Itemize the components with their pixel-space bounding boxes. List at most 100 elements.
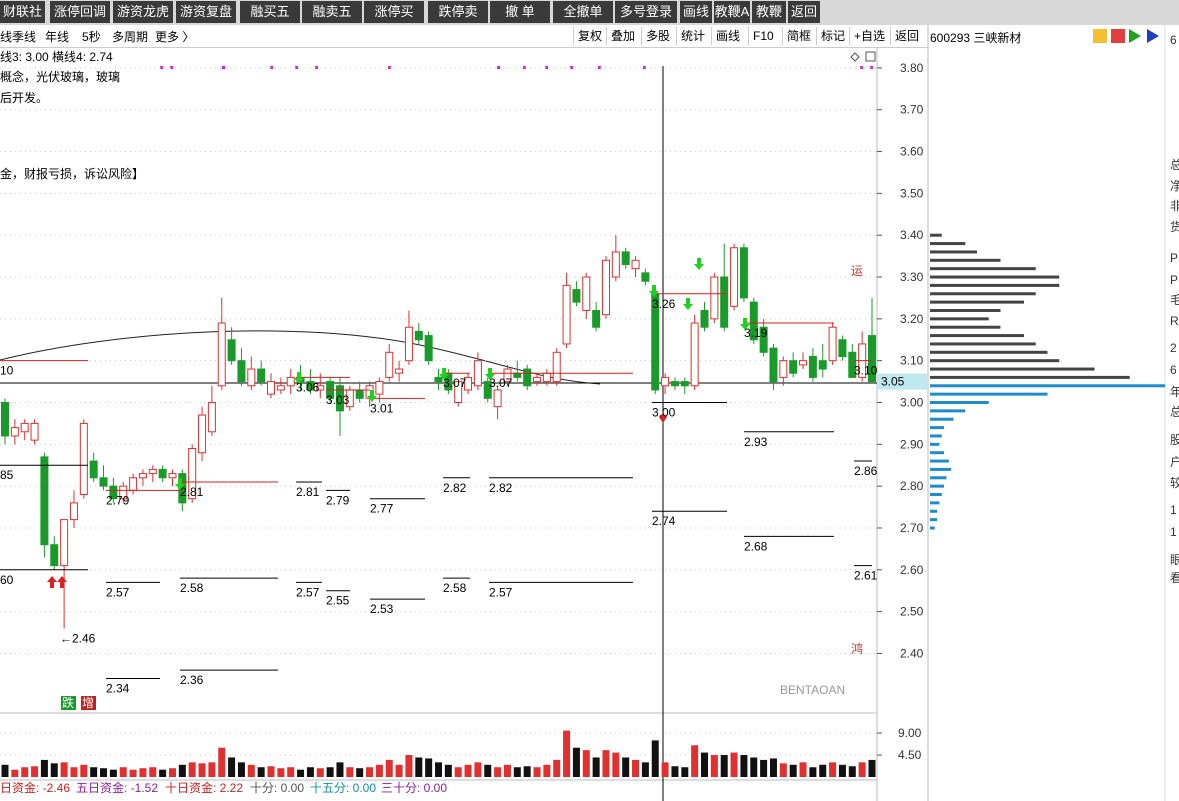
volume-bar [691,745,699,777]
volume-bar [454,767,462,777]
signal-arrow [649,285,659,297]
candle-body [355,389,364,399]
signal-arrow [439,368,449,380]
volume-bar [829,762,837,777]
side-label: 户 [1170,454,1179,469]
level-label: 2.82 [489,481,513,495]
toolbar-button[interactable]: 教鞭A [714,1,750,23]
level-label: 2.34 [106,682,130,696]
volume-bar [563,730,571,777]
toolbar-button[interactable]: 财联社 [0,1,45,23]
period-tab[interactable]: 年线 [45,30,70,44]
period-tab[interactable]: 线 [0,30,13,44]
toolbar-button[interactable]: 教鞭B [752,1,786,41]
volume-bar [553,759,561,777]
icon[interactable] [850,52,860,62]
chart-tool-button[interactable]: +自选 [849,27,889,45]
chip-bar [930,258,1001,262]
volume-bar [799,762,807,777]
chart-tool-button[interactable]: F10 [748,27,778,45]
badge-label: 跌 [62,695,74,710]
toolbar-button[interactable]: 融卖五 [302,1,362,23]
volume-bar [503,764,511,777]
volume-bar [612,752,620,777]
icon[interactable] [1147,29,1159,43]
volume-bar [592,757,600,777]
chart-tool-button[interactable]: 叠加 [606,27,639,45]
candle-body [69,502,78,521]
chart-tool-button[interactable]: 复权 [573,27,606,45]
volume-bar [622,757,630,777]
volume-bar [109,769,117,777]
level-label: 3.03 [326,393,350,407]
period-tab[interactable]: 5秒 [82,30,101,44]
candle-body [523,368,532,387]
candle-body [385,351,394,378]
volume-bar [720,755,728,777]
toolbar-button[interactable]: 涨停买 [364,1,424,23]
chart-toolbar: 线季线 年线 5秒 多周期 更多 〉 复权 叠加 多股 统计 画线 F10 简框 标记 +自选 返回 [0,25,928,48]
level-label: 2.36 [180,673,204,687]
fund-flow: 五日资金: -1.52 [76,780,158,795]
candle-body [99,477,108,487]
toolbar-button[interactable]: 游资龙虎 [113,1,173,23]
level-label: 3.10 [854,364,878,378]
chart-tool-button[interactable]: 多股 [641,27,674,45]
volume-bar [789,764,797,777]
icon[interactable] [1093,29,1107,43]
period-tab[interactable]: 多周期 [112,30,149,44]
toolbar-button[interactable]: 多号登录 [615,1,677,23]
volume-bar [671,766,679,777]
toolbar-button[interactable]: 全撤单 [553,1,613,23]
level-label: 2.77 [370,502,394,516]
chip-bar [930,426,945,430]
candle-body [838,339,847,357]
chart-tool-button[interactable]: 返回 [890,27,923,45]
level-label: 2.61 [854,569,878,583]
volume-bar [651,740,659,777]
chip-bar [930,501,940,505]
toolbar-button[interactable]: 画线 [680,1,712,23]
volume-bar [366,767,374,777]
toolbar-button[interactable]: 返回 [788,1,820,23]
volume-bar [740,755,748,777]
candle-body [848,351,857,378]
chip-bar [930,484,945,488]
toolbar-button[interactable]: 撤 单 [490,1,550,23]
period-tab[interactable]: 更多 〉 [155,30,195,44]
candle-body [503,368,512,383]
candle-body [601,259,610,316]
candle-body [119,485,128,500]
icon[interactable] [1129,29,1141,43]
volume-bar [641,762,649,777]
candle-body [483,381,492,399]
chart-tool-button[interactable]: 简框 [782,27,815,45]
side-label: 2 [1170,341,1177,355]
candle-body [247,368,256,387]
toolbar-button[interactable]: 融买五 [240,1,300,23]
fund-flow: 三十分: 0.00 [381,781,447,795]
level-label: 85 [0,468,14,482]
toolbar-button[interactable]: 跌停卖 [428,1,488,23]
level-label: 3.01 [370,401,394,415]
level-label: 2.57 [296,585,320,599]
volume-bar [70,767,78,777]
candle-body [720,276,729,328]
toolbar-button[interactable]: 涨停回调 [50,1,110,23]
icon[interactable] [1111,29,1125,43]
chart-tool-button[interactable]: 画线 [711,27,744,45]
toolbar-button[interactable]: 游资复盘 [176,1,236,23]
volume-bar [848,766,856,777]
chart-tool-button[interactable]: 统计 [676,27,709,45]
period-tab[interactable]: 季线 [12,30,37,44]
chart-tool-button[interactable]: 标记 [816,27,849,45]
chip-bar [930,384,1165,388]
chip-bar [930,267,1036,271]
volume-bar [31,766,39,777]
candle-body [493,389,502,408]
volume-bar [346,767,354,777]
chip-bar [930,334,1024,338]
volume-bar [1,764,9,777]
info-line: 金，财报亏损，诉讼风险】 [0,167,145,181]
icon[interactable] [865,51,876,62]
